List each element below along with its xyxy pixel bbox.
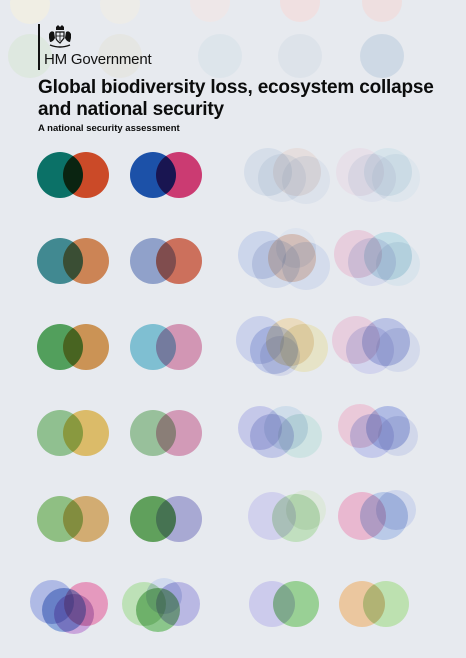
circle-cluster	[338, 490, 416, 540]
page-title: Global biodiversity loss, ecosystem coll…	[38, 77, 434, 120]
circle-pair	[130, 410, 202, 456]
royal-coat-of-arms-icon	[49, 25, 71, 48]
hm-government-logo: HM Government	[38, 22, 188, 72]
circle-cluster	[334, 230, 420, 286]
circle-pair	[37, 496, 109, 542]
circle-cluster	[30, 580, 108, 634]
circle-cluster	[332, 316, 420, 374]
circle-cluster	[338, 404, 418, 458]
circle-pair	[339, 581, 409, 627]
logo-rule	[38, 24, 40, 70]
circle-cluster	[248, 490, 326, 542]
circle-cluster	[236, 316, 328, 376]
circle-pair	[37, 410, 109, 456]
circle-pair	[130, 152, 202, 198]
circle-cluster	[122, 578, 200, 632]
circle-pair	[37, 324, 109, 370]
page-subtitle: A national security assessment	[38, 123, 180, 134]
circle-pair	[249, 581, 319, 627]
circle-pair	[37, 238, 109, 284]
circle-cluster	[336, 148, 420, 202]
circle-pair	[130, 238, 202, 284]
circle-pair	[130, 324, 202, 370]
organisation-name: HM Government	[44, 51, 152, 68]
circle-pair	[130, 496, 202, 542]
circle-cluster	[244, 148, 330, 204]
circle-cluster	[238, 228, 330, 290]
circle-pair	[37, 152, 109, 198]
circle-cluster	[238, 406, 322, 458]
